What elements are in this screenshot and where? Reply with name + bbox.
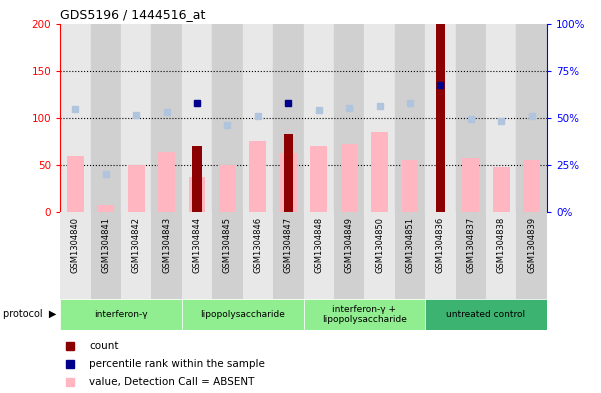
Text: GSM1304845: GSM1304845: [223, 217, 232, 272]
Bar: [91, 24, 121, 212]
Bar: [395, 212, 426, 299]
Text: GSM1304847: GSM1304847: [284, 217, 293, 273]
Text: GSM1304836: GSM1304836: [436, 217, 445, 273]
Bar: [304, 212, 334, 299]
Bar: [516, 212, 547, 299]
Bar: [401, 160, 418, 212]
Text: GSM1304839: GSM1304839: [527, 217, 536, 273]
Bar: [97, 205, 114, 212]
Bar: [121, 212, 151, 299]
Text: protocol  ▶: protocol ▶: [3, 309, 56, 320]
Text: GSM1304848: GSM1304848: [314, 217, 323, 273]
Text: count: count: [90, 341, 119, 351]
Text: GSM1304851: GSM1304851: [406, 217, 415, 272]
Bar: [249, 141, 266, 212]
Bar: [212, 24, 243, 212]
Bar: [516, 24, 547, 212]
Bar: [192, 146, 201, 212]
Bar: [60, 24, 91, 212]
Bar: [426, 24, 456, 212]
Bar: [395, 24, 426, 212]
Text: lipopolysaccharide: lipopolysaccharide: [200, 310, 285, 319]
Bar: [182, 299, 304, 330]
Text: value, Detection Call = ABSENT: value, Detection Call = ABSENT: [90, 377, 255, 387]
Bar: [456, 24, 486, 212]
Bar: [91, 212, 121, 299]
Bar: [304, 299, 426, 330]
Bar: [371, 132, 388, 212]
Text: GDS5196 / 1444516_at: GDS5196 / 1444516_at: [60, 8, 206, 21]
Bar: [364, 24, 395, 212]
Bar: [67, 156, 84, 212]
Bar: [182, 24, 212, 212]
Bar: [334, 212, 364, 299]
Bar: [436, 24, 445, 212]
Bar: [273, 24, 304, 212]
Bar: [280, 153, 297, 212]
Bar: [189, 177, 206, 212]
Bar: [273, 212, 304, 299]
Text: GSM1304846: GSM1304846: [254, 217, 263, 273]
Text: GSM1304841: GSM1304841: [101, 217, 110, 272]
Bar: [182, 212, 212, 299]
Bar: [284, 134, 293, 212]
Bar: [128, 165, 144, 212]
Bar: [219, 165, 236, 212]
Bar: [426, 299, 547, 330]
Text: GSM1304844: GSM1304844: [192, 217, 201, 272]
Text: untreated control: untreated control: [447, 310, 526, 319]
Text: GSM1304838: GSM1304838: [497, 217, 506, 273]
Text: percentile rank within the sample: percentile rank within the sample: [90, 359, 265, 369]
Bar: [334, 24, 364, 212]
Bar: [151, 212, 182, 299]
Bar: [310, 146, 327, 212]
Bar: [243, 24, 273, 212]
Text: GSM1304849: GSM1304849: [344, 217, 353, 272]
Bar: [341, 144, 358, 212]
Bar: [463, 158, 479, 212]
Text: GSM1304850: GSM1304850: [375, 217, 384, 272]
Bar: [121, 24, 151, 212]
Bar: [304, 24, 334, 212]
Text: GSM1304837: GSM1304837: [466, 217, 475, 273]
Text: interferon-γ +
lipopolysaccharide: interferon-γ + lipopolysaccharide: [322, 305, 407, 324]
Bar: [426, 212, 456, 299]
Text: GSM1304843: GSM1304843: [162, 217, 171, 273]
Bar: [151, 24, 182, 212]
Text: interferon-γ: interferon-γ: [94, 310, 148, 319]
Bar: [212, 212, 243, 299]
Bar: [456, 212, 486, 299]
Bar: [243, 212, 273, 299]
Bar: [60, 212, 91, 299]
Bar: [493, 167, 510, 212]
Bar: [158, 152, 175, 212]
Bar: [364, 212, 395, 299]
Bar: [486, 24, 516, 212]
Text: GSM1304840: GSM1304840: [71, 217, 80, 272]
Bar: [523, 160, 540, 212]
Text: GSM1304842: GSM1304842: [132, 217, 141, 272]
Bar: [486, 212, 516, 299]
Bar: [60, 299, 182, 330]
